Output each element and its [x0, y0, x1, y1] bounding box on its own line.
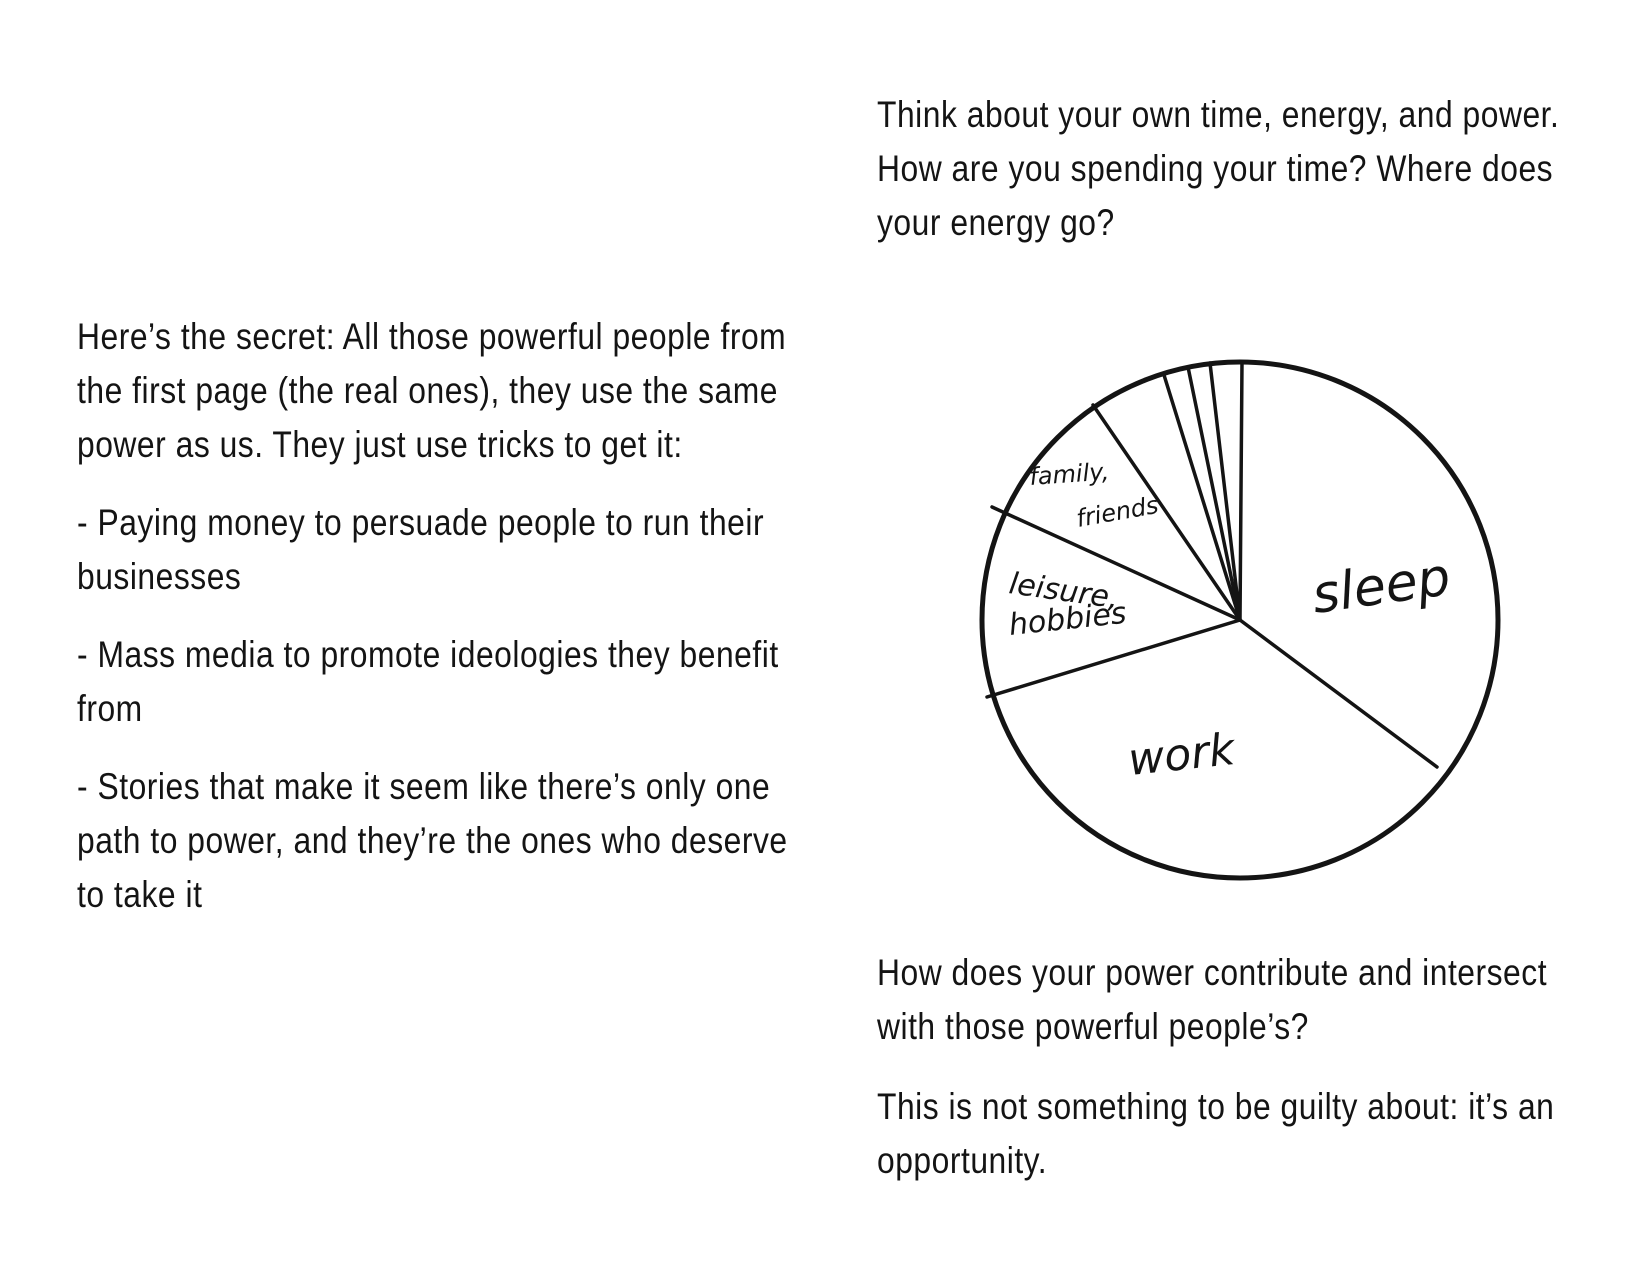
question-time-energy: Think about your own time, energy, and p… — [877, 94, 1560, 243]
label-family-line1: family, — [1028, 457, 1110, 491]
left-column: Here’s the secret: All those powerful pe… — [77, 310, 797, 922]
pie-outline — [979, 359, 1501, 881]
pie-divider-lines — [985, 360, 1439, 769]
right-top-column: Think about your own time, energy, and p… — [877, 88, 1597, 250]
label-sleep: sleep — [1308, 547, 1454, 626]
divider-leisure-family — [990, 505, 1242, 622]
label-family-line2: friends — [1074, 491, 1160, 533]
bullet-stories: - Stories that make it seem like there’s… — [77, 766, 788, 915]
label-work: work — [1126, 724, 1239, 786]
divider-family-other — [1091, 403, 1242, 622]
hand-drawn-pie-chart: sleep work leisure, hobbies family, frie… — [979, 359, 1501, 881]
divider-sleep-work — [1238, 618, 1439, 769]
bullet-paying-money: - Paying money to persuade people to run… — [77, 502, 765, 597]
closing-statement: This is not something to be guilty about… — [877, 1086, 1555, 1181]
divider-other-1 — [1162, 373, 1242, 622]
intro-paragraph: Here’s the secret: All those powerful pe… — [77, 316, 787, 465]
right-bottom-column: How does your power contribute and inter… — [877, 946, 1597, 1188]
bullet-mass-media: - Mass media to promote ideologies they … — [77, 634, 779, 729]
divider-sleep-top — [1238, 360, 1244, 622]
divider-other-2 — [1186, 365, 1242, 622]
divider-other-3 — [1208, 361, 1242, 622]
question-contribute: How does your power contribute and inter… — [877, 952, 1548, 1047]
divider-work-leisure — [985, 618, 1242, 699]
